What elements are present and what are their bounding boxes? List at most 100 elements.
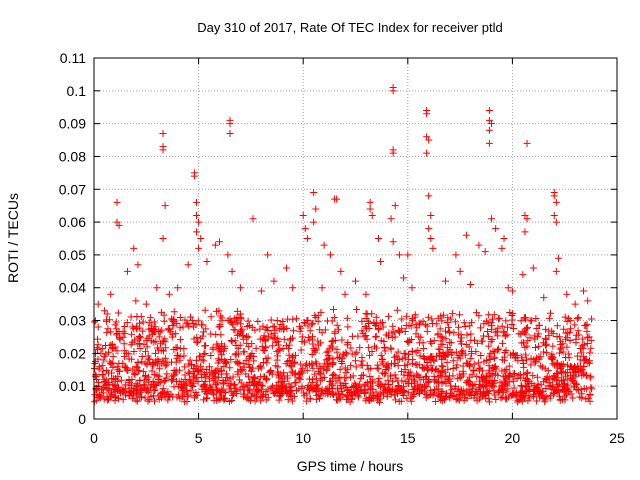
x-axis-label: GPS time / hours bbox=[297, 458, 404, 474]
band-point bbox=[200, 350, 208, 358]
band-point bbox=[250, 374, 258, 382]
band-point bbox=[436, 351, 444, 359]
band-point bbox=[477, 352, 485, 360]
band-point bbox=[102, 376, 110, 384]
band-point bbox=[418, 387, 426, 395]
band-point bbox=[311, 370, 319, 378]
band-point bbox=[292, 315, 300, 323]
band-point bbox=[306, 383, 314, 391]
band-point bbox=[250, 380, 258, 388]
band-point bbox=[129, 389, 137, 397]
band-point bbox=[308, 320, 316, 328]
band-point bbox=[378, 355, 386, 363]
data-point bbox=[366, 198, 374, 206]
band-point bbox=[330, 305, 338, 313]
band-point bbox=[247, 367, 255, 375]
band-point bbox=[338, 336, 346, 344]
band-point bbox=[144, 397, 152, 405]
band-point bbox=[237, 379, 245, 387]
band-point bbox=[567, 325, 575, 333]
data-point bbox=[195, 218, 203, 226]
band-point bbox=[317, 339, 325, 347]
band-point bbox=[580, 341, 588, 349]
band-point bbox=[95, 392, 103, 400]
band-point bbox=[105, 384, 113, 392]
band-point bbox=[322, 356, 330, 364]
data-point bbox=[193, 198, 201, 206]
band-point bbox=[250, 357, 258, 365]
band-point bbox=[273, 347, 281, 355]
band-point bbox=[218, 385, 226, 393]
band-point bbox=[416, 352, 424, 360]
band-point bbox=[105, 369, 113, 377]
band-point bbox=[436, 345, 444, 353]
band-point bbox=[548, 350, 556, 358]
data-point bbox=[423, 110, 431, 118]
band-point bbox=[197, 335, 205, 343]
band-point bbox=[521, 328, 529, 336]
data-point bbox=[377, 257, 385, 265]
band-point bbox=[103, 329, 111, 337]
band-point bbox=[459, 362, 467, 370]
band-point bbox=[255, 378, 263, 386]
band-point bbox=[286, 336, 294, 344]
band-point bbox=[324, 352, 332, 360]
band-point bbox=[365, 344, 373, 352]
band-point bbox=[152, 337, 160, 345]
band-point bbox=[288, 397, 296, 405]
band-point bbox=[276, 346, 284, 354]
band-point bbox=[354, 332, 362, 340]
band-point bbox=[475, 383, 483, 391]
band-point bbox=[213, 379, 221, 387]
band-point bbox=[291, 358, 299, 366]
band-point bbox=[515, 330, 523, 338]
band-point bbox=[522, 351, 530, 359]
band-point bbox=[190, 392, 198, 400]
band-point bbox=[111, 321, 119, 329]
band-point bbox=[331, 336, 339, 344]
band-point bbox=[215, 373, 223, 381]
band-point bbox=[416, 319, 424, 327]
band-point bbox=[344, 338, 352, 346]
data-point bbox=[571, 300, 579, 308]
band-point bbox=[553, 381, 561, 389]
band-point bbox=[570, 379, 578, 387]
band-point bbox=[496, 378, 504, 386]
band-point bbox=[535, 342, 543, 350]
band-point bbox=[232, 384, 240, 392]
band-point bbox=[229, 392, 237, 400]
band-point bbox=[474, 359, 482, 367]
band-point bbox=[529, 372, 537, 380]
band-point bbox=[428, 367, 436, 375]
data-point bbox=[115, 221, 123, 229]
band-point bbox=[457, 334, 465, 342]
band-point bbox=[207, 313, 215, 321]
band-point bbox=[374, 381, 382, 389]
band-point bbox=[329, 382, 337, 390]
band-point bbox=[473, 372, 481, 380]
band-point bbox=[373, 393, 381, 401]
band-point bbox=[357, 361, 365, 369]
band-point bbox=[129, 394, 137, 402]
band-point bbox=[526, 386, 534, 394]
band-point bbox=[347, 344, 355, 352]
band-point bbox=[212, 394, 220, 402]
band-point bbox=[279, 381, 287, 389]
band-point bbox=[138, 386, 146, 394]
data-point bbox=[529, 264, 537, 272]
band-point bbox=[571, 321, 579, 329]
band-point bbox=[267, 316, 275, 324]
band-point bbox=[329, 359, 337, 367]
band-point bbox=[423, 322, 431, 330]
band-point bbox=[95, 363, 103, 371]
band-point bbox=[385, 312, 393, 320]
band-point bbox=[559, 348, 567, 356]
band-point bbox=[306, 395, 314, 403]
band-point bbox=[278, 382, 286, 390]
band-point bbox=[245, 386, 253, 394]
band-point bbox=[541, 398, 549, 406]
data-point bbox=[142, 300, 150, 308]
band-point bbox=[112, 318, 120, 326]
band-point bbox=[398, 325, 406, 333]
band-point bbox=[506, 369, 514, 377]
